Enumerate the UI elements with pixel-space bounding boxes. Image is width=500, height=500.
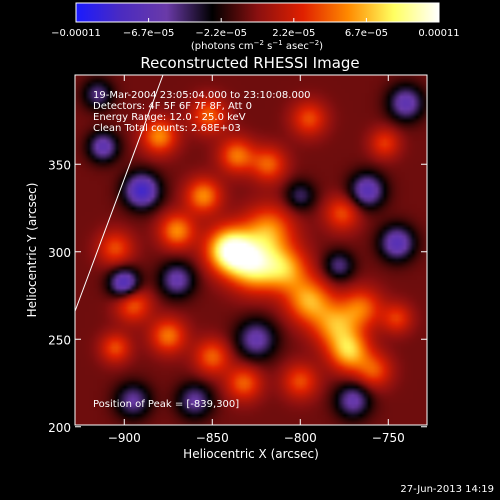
colorbar-tick-label: 2.2e−05 — [272, 28, 315, 39]
annotation-detectors: Detectors: 4F 5F 6F 7F 8F, Att 0 — [93, 101, 252, 112]
x-tick-label: −750 — [372, 431, 405, 445]
colorbar — [75, 2, 440, 23]
colorbar-tick-label: −2.2e−05 — [195, 28, 247, 39]
x-axis-label: Heliocentric X (arcsec) — [183, 447, 319, 461]
colorbar-tick-label: 6.7e−05 — [345, 28, 388, 39]
colorbar-tick-label: −6.7e−05 — [123, 28, 175, 39]
y-tick-label: 250 — [48, 333, 71, 347]
y-axis: 200 250 300 350 — [48, 158, 427, 435]
annotation-peak-position: Position of Peak = [-839,300] — [93, 399, 239, 410]
limb-line-group — [75, 75, 164, 312]
colorbar-ticks: −0.00011 −6.7e−05 −2.2e−05 2.2e−05 6.7e−05 0.… — [51, 18, 460, 39]
chart-title: Reconstructed RHESSI Image — [140, 54, 359, 72]
colorbar-unit-label: (photons cm−2 s−1 asec−2) — [191, 39, 323, 52]
colorbar-tick-label: 0.00011 — [418, 28, 459, 39]
y-tick-label: 300 — [48, 246, 71, 260]
footer-timestamp: 27-Jun-2013 14:19 — [400, 484, 494, 495]
x-tick-label: −900 — [108, 431, 141, 445]
plot-frame — [74, 74, 428, 426]
solar-limb-line — [75, 75, 164, 312]
x-tick-label: −850 — [196, 431, 229, 445]
y-tick-label: 200 — [48, 421, 71, 435]
annotation-clean-info: Clean Total counts: 2.68E+03 — [93, 123, 241, 134]
colorbar-tick-label: −0.00011 — [51, 28, 101, 39]
y-tick-label: 350 — [48, 158, 71, 172]
annotation-energy-range: Energy Range: 12.0 - 25.0 keV — [93, 112, 246, 123]
heatmap-image — [75, 75, 427, 425]
x-tick-label: −800 — [284, 431, 317, 445]
x-axis: −900 −850 −800 −750 — [108, 75, 405, 445]
y-axis-label: Heliocentric Y (arcsec) — [25, 183, 39, 318]
annotation-time-range: 19-Mar-2004 23:05:04.000 to 23:10:08.000 — [93, 90, 311, 101]
